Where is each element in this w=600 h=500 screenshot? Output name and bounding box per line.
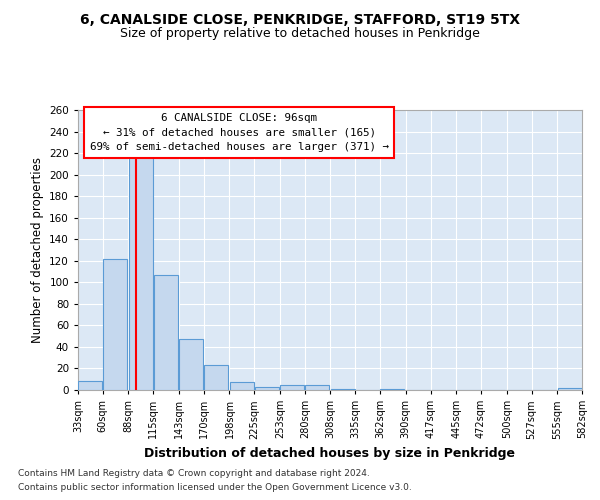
Bar (204, 365, 228, 390)
Text: 6 CANALSIDE CLOSE: 96sqm
← 31% of detached houses are smaller (165)
69% of semi-: 6 CANALSIDE CLOSE: 96sqm ← 31% of detach… (90, 113, 389, 152)
Text: Size of property relative to detached houses in Penkridge: Size of property relative to detached ho… (120, 28, 480, 40)
Bar (331, 389, 355, 390)
Bar (103, 258, 127, 390)
Bar (129, 153, 153, 390)
Bar (154, 275, 178, 390)
Bar (230, 382, 254, 390)
Bar (380, 389, 404, 390)
Text: Contains public sector information licensed under the Open Government Licence v3: Contains public sector information licen… (18, 484, 412, 492)
Text: Contains HM Land Registry data © Crown copyright and database right 2024.: Contains HM Land Registry data © Crown c… (18, 468, 370, 477)
Bar (280, 384, 304, 390)
Bar (305, 384, 329, 390)
Bar (255, 387, 278, 390)
Bar (179, 340, 203, 390)
Text: 6, CANALSIDE CLOSE, PENKRIDGE, STAFFORD, ST19 5TX: 6, CANALSIDE CLOSE, PENKRIDGE, STAFFORD,… (80, 12, 520, 26)
Bar (557, 388, 581, 390)
X-axis label: Distribution of detached houses by size in Penkridge: Distribution of detached houses by size … (145, 447, 515, 460)
Y-axis label: Number of detached properties: Number of detached properties (31, 157, 44, 343)
Bar (79, 382, 103, 390)
